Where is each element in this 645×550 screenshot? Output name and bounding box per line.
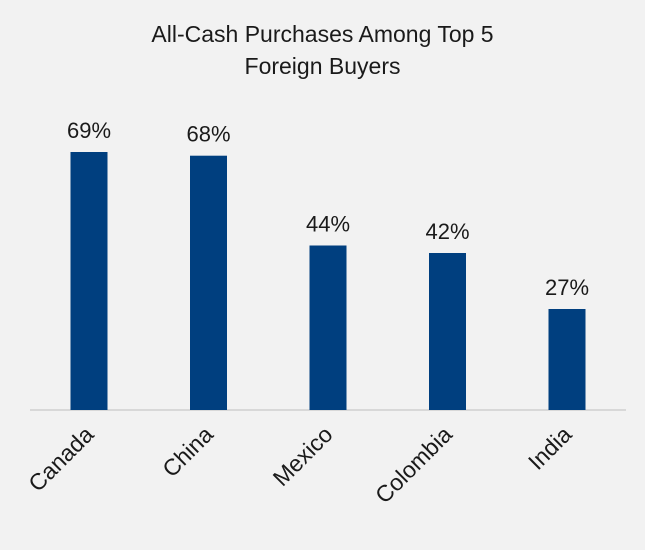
bars-layer	[70, 152, 586, 410]
value-label-mexico: 44%	[306, 212, 350, 237]
category-label-canada: Canada	[23, 421, 99, 497]
bar-india	[548, 309, 586, 410]
category-label-mexico: Mexico	[268, 421, 338, 491]
value-label-china: 68%	[186, 122, 230, 147]
bar-mexico	[309, 245, 347, 410]
bar-china	[190, 155, 227, 410]
category-labels-layer: Canada China Mexico Colombia India	[23, 421, 577, 508]
chart-title-line-1: All-Cash Purchases Among Top 5	[151, 21, 493, 47]
category-label-china: China	[157, 421, 218, 482]
value-label-india: 27%	[545, 275, 589, 300]
category-label-india: India	[523, 421, 577, 475]
value-labels-layer: 69% 68% 44% 42% 27%	[67, 118, 589, 300]
bar-canada	[70, 152, 108, 410]
value-label-colombia: 42%	[425, 219, 469, 244]
category-label-colombia: Colombia	[370, 421, 457, 508]
value-label-canada: 69%	[67, 118, 111, 143]
chart-title-line-2: Foreign Buyers	[245, 53, 401, 79]
bar-colombia	[429, 253, 466, 410]
